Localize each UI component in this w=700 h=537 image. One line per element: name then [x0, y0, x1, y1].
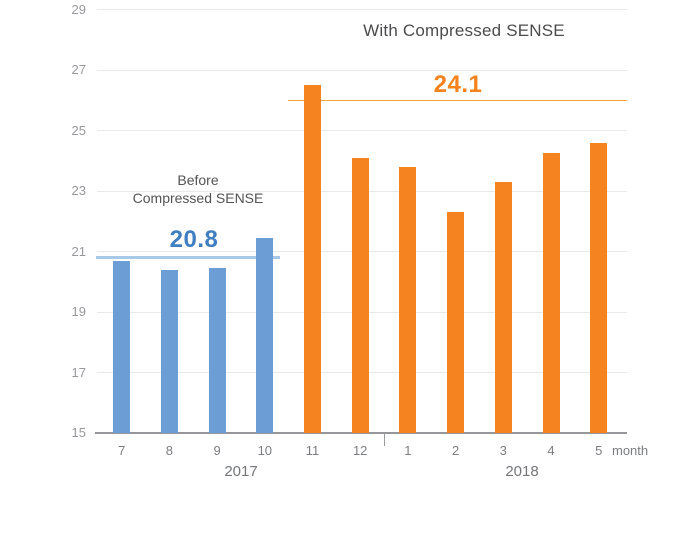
bar-month-10 — [256, 237, 274, 433]
bar-month-4 — [542, 153, 560, 433]
with-compressed-sense-label: With Compressed SENSE — [363, 21, 565, 40]
y-tick-label-23: 23 — [71, 183, 86, 198]
x-tick-label-4: 4 — [547, 443, 555, 458]
y-tick-label-17: 17 — [71, 364, 86, 380]
x-tick-label-11: 11 — [305, 443, 320, 458]
y-tick-label-19: 19 — [71, 304, 86, 319]
year-label-2017: 2017 — [224, 463, 258, 480]
year-separator-tick — [384, 434, 386, 446]
y-tick-label-21: 21 — [71, 243, 86, 259]
before-average-value: 20.8 — [169, 226, 219, 253]
gridline-y-29 — [97, 9, 627, 10]
before-label-line1: Before — [177, 172, 219, 188]
gridline-y-27 — [97, 69, 627, 71]
x-tick-label-1: 1 — [404, 443, 412, 458]
bar-month-3 — [494, 181, 512, 433]
x-tick-label-5: 5 — [595, 443, 603, 458]
x-tick-label-9: 9 — [213, 443, 221, 458]
x-tick-label-8: 8 — [165, 443, 173, 458]
x-tick-label-10: 10 — [257, 443, 273, 458]
bar-month-5 — [590, 142, 608, 433]
bar-month-1 — [399, 166, 417, 433]
x-tick-label-2: 2 — [451, 443, 460, 458]
x-axis-unit-label: month — [612, 443, 649, 458]
x-axis-line — [95, 432, 627, 434]
x-tick-label-3: 3 — [499, 443, 507, 458]
year-label-2018: 2018 — [505, 463, 539, 480]
bar-month-11 — [304, 85, 321, 433]
y-tick-label-29: 29 — [71, 1, 86, 17]
bar-month-2 — [447, 212, 465, 433]
with-average-value: 24.1 — [433, 71, 483, 98]
x-tick-label-12: 12 — [352, 443, 368, 458]
bar-month-8 — [160, 269, 178, 433]
y-tick-label-27: 27 — [71, 62, 86, 77]
with-average-line — [288, 99, 627, 101]
before-average-line — [96, 256, 280, 260]
gridline-y-25 — [97, 130, 627, 131]
before-label-line2: Compressed SENSE — [132, 189, 264, 206]
y-tick-label-15: 15 — [71, 425, 86, 440]
bar-month-9 — [208, 268, 226, 433]
x-tick-label-7: 7 — [118, 443, 126, 458]
before-compressed-sense-label: Before Compressed SENSE — [98, 172, 298, 207]
bar-month-7 — [113, 260, 131, 433]
bar-month-12 — [351, 157, 369, 433]
y-tick-label-25: 25 — [71, 122, 86, 138]
